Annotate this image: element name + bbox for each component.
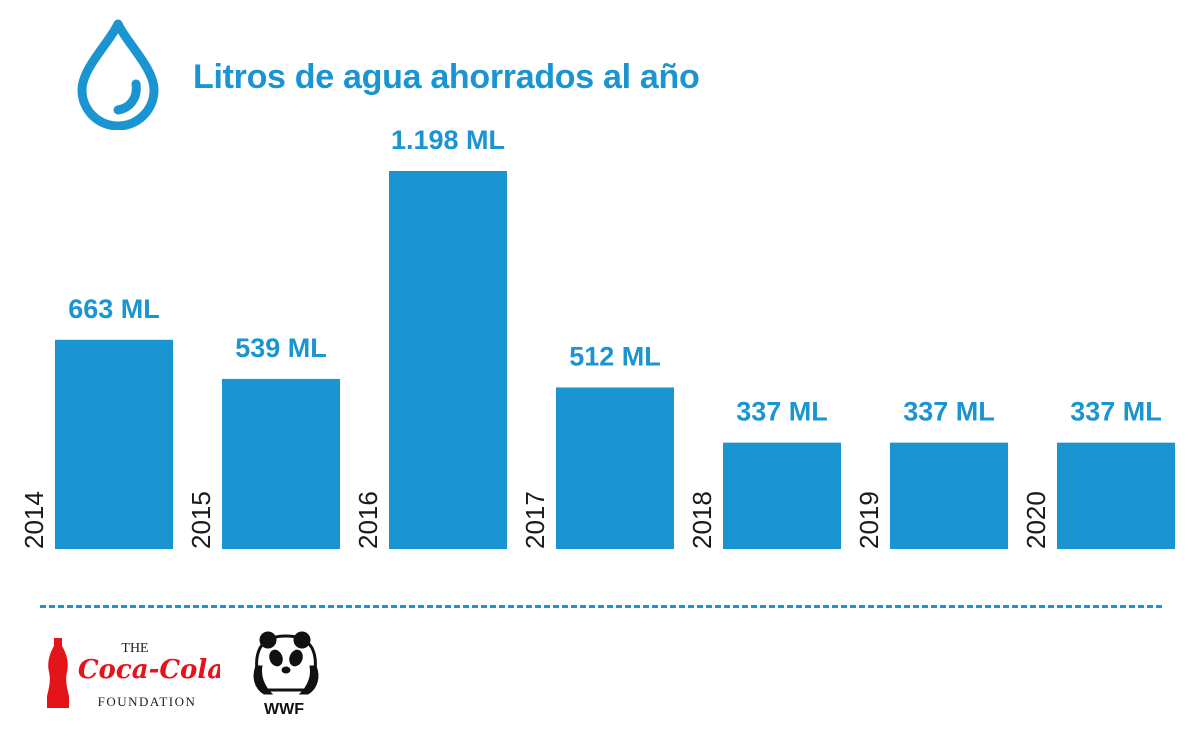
water-drop-icon: [77, 19, 159, 130]
coca-cola-bottle-icon: [47, 638, 69, 708]
category-label-2018: 2018: [687, 491, 717, 549]
water-drop-shine: [113, 79, 141, 115]
value-labels-layer: 663 ML 539 ML 1.198 ML 512 ML 337 ML 337 ML 33…: [68, 125, 1162, 427]
coca-cola-foundation-logo: THE Coca-Cola FOUNDATION: [47, 638, 220, 709]
value-label-2015: 539 ML: [235, 333, 327, 363]
category-label-2019: 2019: [854, 491, 884, 549]
bar-2019: [890, 442, 1008, 549]
logo-the-text: THE: [121, 641, 148, 656]
category-label-2020: 2020: [1021, 491, 1051, 549]
bar-2020: [1057, 442, 1175, 549]
water-drop-outline: [77, 19, 159, 130]
bars-layer: [55, 171, 1175, 549]
category-label-2017: 2017: [520, 491, 550, 549]
chart-title: Litros de agua ahorrados al año: [193, 58, 700, 96]
value-label-2017: 512 ML: [569, 341, 661, 371]
bar-2014: [55, 339, 173, 549]
dashed-divider: [40, 605, 1162, 608]
wwf-panda-logo: WWF: [253, 631, 319, 718]
bar-2015: [222, 378, 340, 549]
category-label-2015: 2015: [186, 491, 216, 549]
bar-2017: [556, 387, 674, 549]
category-labels-layer: 2014 2015 2016 2017 2018 2019 2020: [19, 491, 1051, 549]
panda-icon: [253, 631, 319, 695]
value-label-2014: 663 ML: [68, 294, 160, 324]
value-label-2016: 1.198 ML: [391, 125, 505, 155]
category-label-2014: 2014: [19, 491, 49, 549]
logo-foundation-text: FOUNDATION: [98, 694, 197, 709]
bar-2018: [723, 442, 841, 549]
value-label-2020: 337 ML: [1070, 397, 1162, 427]
logo-wwf-text: WWF: [264, 701, 304, 718]
value-label-2019: 337 ML: [903, 397, 995, 427]
value-label-2018: 337 ML: [736, 397, 828, 427]
logo-coca-cola-text: Coca-Cola: [78, 655, 220, 685]
bar-2016: [389, 171, 507, 549]
category-label-2016: 2016: [353, 491, 383, 549]
